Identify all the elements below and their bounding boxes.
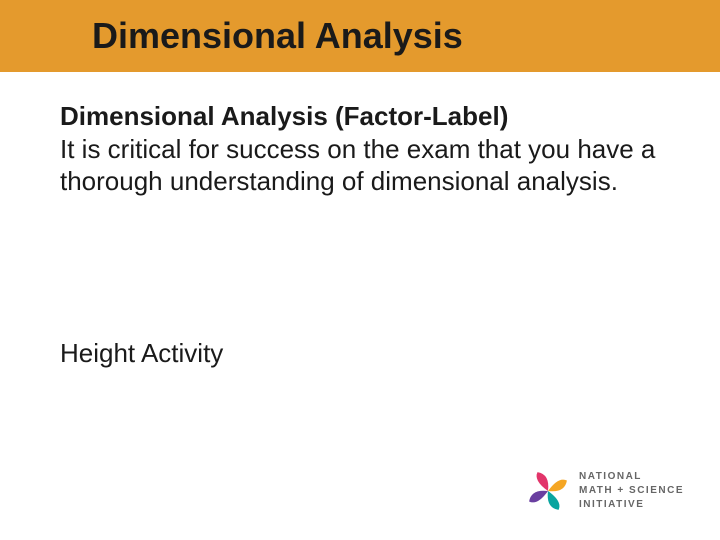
title-bar: Dimensional Analysis <box>0 0 720 72</box>
slide-title: Dimensional Analysis <box>92 15 463 57</box>
activity-label: Height Activity <box>60 338 660 369</box>
nms-logo: NATIONAL MATH + SCIENCE INITIATIVE <box>527 470 684 512</box>
logo-line-2: MATH + SCIENCE <box>579 484 684 498</box>
nms-logo-icon <box>527 470 569 512</box>
subtitle: Dimensional Analysis (Factor-Label) <box>60 100 660 133</box>
logo-line-1: NATIONAL <box>579 470 684 484</box>
nms-logo-text: NATIONAL MATH + SCIENCE INITIATIVE <box>579 470 684 512</box>
body-paragraph: It is critical for success on the exam t… <box>60 133 660 198</box>
logo-line-3: INITIATIVE <box>579 498 684 512</box>
content-area: Dimensional Analysis (Factor-Label) It i… <box>0 72 720 369</box>
